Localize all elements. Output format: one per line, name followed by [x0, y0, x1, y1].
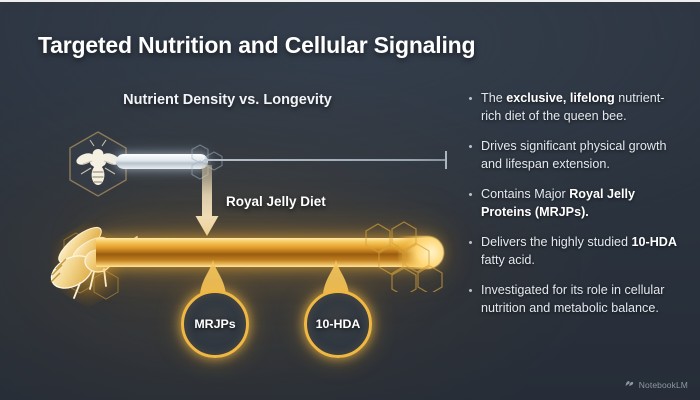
bullet-item: The exclusive, lifelong nutrient-rich di… — [466, 90, 684, 125]
bullet-emphasis: exclusive, lifelong — [506, 91, 615, 105]
bullet-text: Delivers the highly studied — [481, 235, 632, 249]
bullet-dot-icon — [469, 145, 473, 149]
bullet-item: Investigated for its role in cellular nu… — [466, 282, 684, 317]
bullet-item: Drives significant physical growth and l… — [466, 138, 684, 173]
bullet-text: Contains Major — [481, 187, 570, 201]
bullet-item: Contains Major Royal Jelly Proteins (MRJ… — [466, 186, 684, 221]
royal-jelly-gold-bar — [96, 238, 441, 267]
bullet-text: fatty acid. — [481, 252, 535, 267]
node-10-hda-label: 10-HDA — [315, 317, 361, 331]
bullet-dot-icon — [469, 241, 473, 245]
gold-bar-glow-tip — [398, 236, 444, 269]
bullet-text: Drives significant physical growth and l… — [481, 139, 667, 171]
down-arrow-icon — [192, 165, 222, 242]
node-stem-hda — [321, 260, 351, 301]
notebooklm-label: NotebookLM — [638, 380, 688, 390]
worker-diet-bar — [116, 154, 208, 169]
royal-jelly-diet-label: Royal Jelly Diet — [226, 194, 326, 209]
honeycomb-cluster-icon — [356, 220, 466, 297]
bullet-text: Investigated for its role in cellular nu… — [481, 283, 665, 315]
node-10-hda[interactable]: 10-HDA — [304, 290, 372, 358]
bullet-emphasis: 10-HDA — [631, 235, 678, 249]
notebooklm-watermark: NotebookLM — [625, 380, 688, 390]
bullet-text: The — [481, 91, 507, 105]
bullet-dot-icon — [469, 97, 473, 101]
bullet-emphasis: Royal Jelly Proteins (MRJPs). — [481, 187, 636, 219]
node-stem-mrjps — [198, 260, 228, 301]
worker-baseline-track — [204, 159, 446, 161]
diagram-subtitle: Nutrient Density vs. Longevity — [123, 92, 332, 108]
node-mrjps-label: MRJPs — [194, 317, 236, 331]
bullet-item: Delivers the highly studied 10-HDA fatty… — [466, 234, 684, 269]
worker-bee-hexagon-icon — [62, 128, 134, 200]
node-mrjps[interactable]: MRJPs — [181, 290, 249, 358]
bullet-text: nutrient-rich diet of the queen bee. — [481, 91, 665, 123]
page-title: Targeted Nutrition and Cellular Signalin… — [38, 32, 476, 58]
bullet-list: The exclusive, lifelong nutrient-rich di… — [466, 90, 684, 317]
notebooklm-logo-icon — [625, 380, 635, 390]
worker-baseline-endcap — [445, 151, 447, 169]
bullet-dot-icon — [469, 289, 473, 293]
bullet-dot-icon — [469, 193, 473, 197]
